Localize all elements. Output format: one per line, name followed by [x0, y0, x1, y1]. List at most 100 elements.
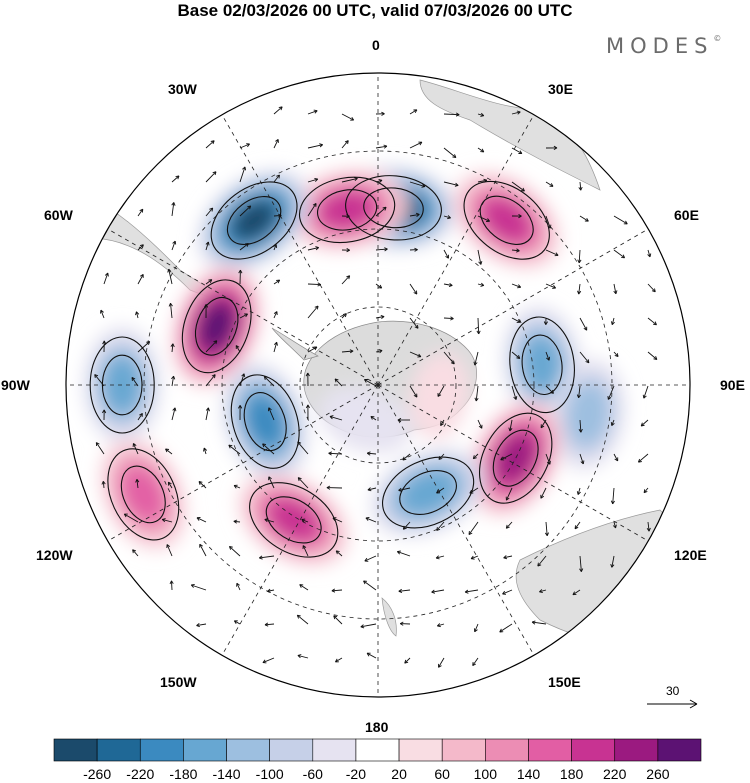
wind-arrow	[259, 555, 275, 559]
wind-arrow	[537, 555, 547, 567]
wind-arrow	[613, 249, 625, 259]
wind-arrow	[235, 345, 241, 353]
wind-arrow	[477, 249, 482, 265]
streamline-loop	[181, 279, 252, 374]
streamline-loop	[226, 196, 282, 245]
wind-arrow	[273, 174, 280, 183]
wind-arrowhead	[267, 588, 271, 593]
wind-arrowhead	[139, 274, 144, 278]
anomaly-contour	[320, 191, 374, 228]
wind-arrowhead	[267, 407, 272, 412]
wind-arrowhead	[297, 441, 302, 446]
wind-arrow	[436, 487, 445, 494]
wind-arrowhead	[228, 545, 233, 550]
wind-arrowhead	[238, 405, 243, 409]
wind-arrowhead	[549, 183, 554, 187]
wind-arrowhead	[101, 481, 106, 485]
wind-arrowhead	[473, 628, 478, 633]
wind-arrow	[574, 521, 581, 530]
wind-arrowhead	[276, 174, 280, 179]
wind-arrowhead	[259, 555, 263, 560]
wind-arrowhead	[208, 279, 213, 283]
wind-arrowhead	[350, 116, 355, 121]
wind-arrow	[273, 342, 278, 353]
wind-arrowhead	[384, 247, 388, 252]
wind-arrowhead	[364, 379, 368, 383]
wind-arrow	[341, 113, 354, 121]
wind-arrow	[431, 589, 445, 593]
wind-arrow	[511, 147, 523, 154]
wind-arrowhead	[205, 407, 210, 412]
wind-arrowhead	[437, 393, 442, 397]
wind-arrowhead	[621, 254, 626, 259]
wind-arrow	[162, 518, 173, 523]
wind-arrowhead	[363, 580, 368, 585]
wind-arrowhead	[381, 111, 385, 116]
wind-arrow	[264, 623, 275, 626]
colorbar-swatch	[441, 738, 486, 762]
colorbar-swatch	[355, 738, 400, 762]
wind-arrowhead	[572, 591, 577, 596]
wind-arrowhead	[452, 154, 457, 159]
colorbar-swatch	[528, 738, 572, 762]
lon-label-90w: 90W	[1, 377, 30, 393]
new-zealand-land	[381, 597, 397, 637]
wind-arrow	[511, 317, 521, 323]
wind-arrow	[307, 247, 319, 251]
wind-arrow	[171, 407, 176, 421]
wind-arrow	[638, 453, 649, 463]
wind-arrowhead	[474, 397, 479, 402]
wind-arrowhead	[242, 166, 247, 171]
wind-arrowhead	[383, 144, 388, 149]
meridian-line	[107, 228, 379, 386]
wind-arrowhead	[233, 620, 238, 625]
wind-arrow	[234, 620, 241, 625]
wind-arrowhead	[360, 624, 365, 629]
wind-arrow	[612, 487, 615, 504]
colorbar-tick-label: -140	[212, 766, 241, 782]
wind-arrowhead	[614, 457, 619, 462]
wind-arrow	[302, 545, 309, 557]
wind-arrow	[540, 419, 547, 429]
wind-arrowhead	[301, 518, 306, 523]
wind-arrow	[375, 248, 388, 251]
wind-arrowhead	[312, 203, 317, 207]
wind-arrow	[267, 589, 275, 592]
wind-arrowhead	[435, 555, 440, 560]
wind-arrow	[360, 623, 377, 628]
streamline-loop	[120, 465, 166, 524]
wind-arrowhead	[518, 150, 523, 154]
wind-arrowhead	[161, 518, 166, 523]
wind-arrow	[273, 214, 282, 217]
wind-arrowhead	[547, 224, 552, 229]
wind-arrow	[436, 521, 445, 531]
wind-arrowhead	[131, 377, 136, 381]
streamline-loop	[399, 470, 457, 515]
wind-vectors	[94, 106, 658, 668]
wind-arrow	[613, 453, 619, 462]
wind-arrowhead	[346, 248, 350, 253]
wind-arrowhead	[334, 378, 339, 383]
wind-arrow	[103, 272, 109, 285]
wind-arrowhead	[102, 409, 107, 414]
wind-arrowhead	[516, 355, 521, 359]
wind-arrow	[364, 555, 377, 562]
wind-arrowhead	[364, 557, 369, 562]
colorbar-tick-label: 220	[603, 766, 627, 782]
wind-arrow	[409, 385, 418, 398]
streamline-loop	[381, 456, 475, 529]
wind-arrowhead	[653, 356, 658, 360]
wind-arrow	[437, 623, 445, 627]
wind-arrowhead	[517, 284, 522, 289]
wind-arrowhead	[546, 356, 551, 361]
colorbar-swatch	[226, 738, 270, 762]
wind-arrowhead	[213, 340, 218, 345]
colorbar-tick-label: 260	[646, 766, 670, 782]
reference-vector-arrowhead	[689, 699, 698, 709]
wind-arrow	[131, 377, 139, 387]
streamline-loop	[243, 392, 287, 452]
wind-arrowhead	[264, 622, 269, 627]
wind-arrowhead	[480, 148, 485, 153]
streamline-loop	[249, 482, 339, 558]
wind-arrow	[262, 657, 275, 664]
